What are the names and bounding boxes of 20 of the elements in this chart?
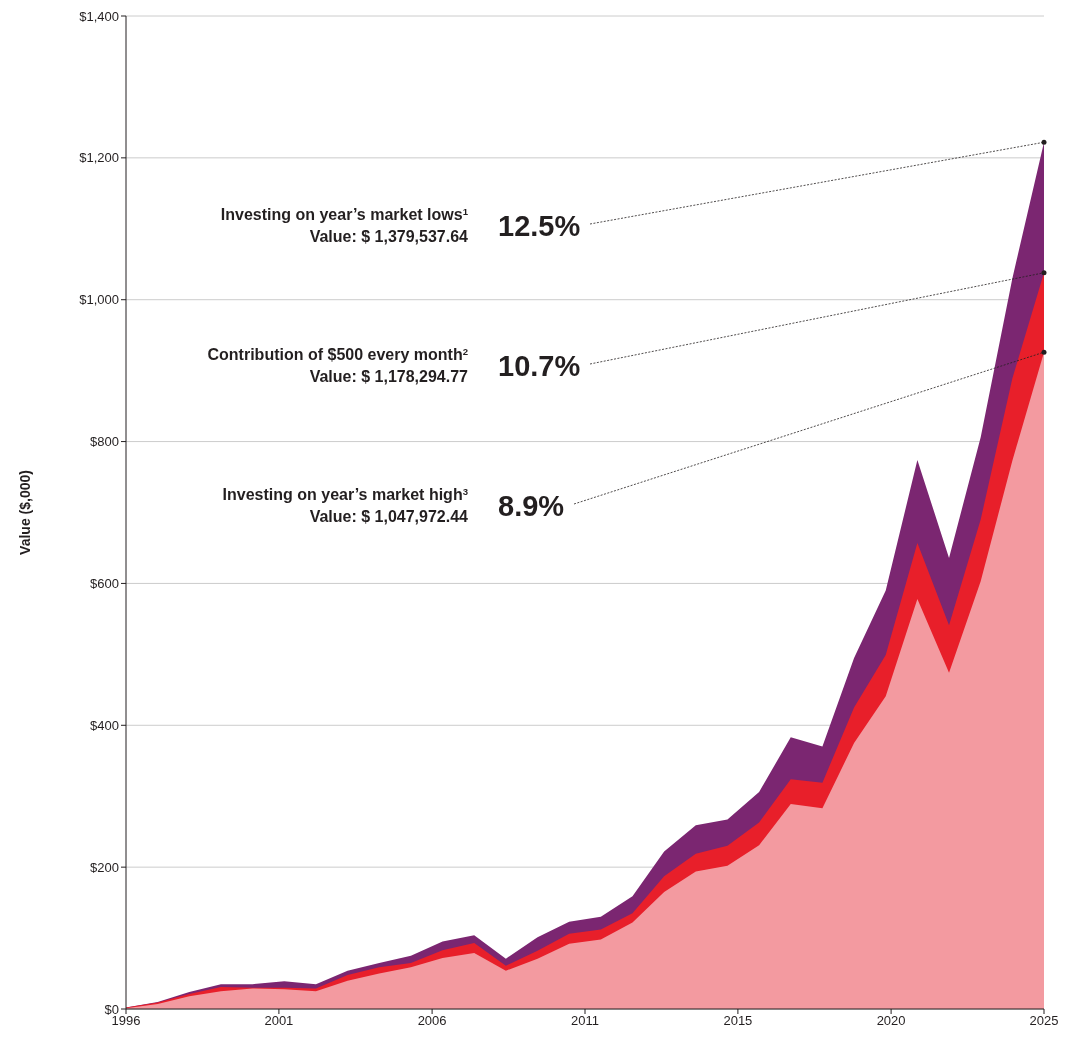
x-tick-label: 2006 [417,1013,447,1029]
x-tick-label: 2015 [723,1013,753,1029]
annotation: 10.7% [498,350,581,382]
y-axis-title: Value ($,000) [17,470,33,555]
y-tick-label: $1,400 [79,8,119,24]
x-tick-label: 2011 [571,1013,599,1029]
annotation: Investing on year’s market lows$^{1}$ Value: $ 1,379,537.64 [220,205,469,245]
y-tick-label: $800 [90,434,119,450]
annotation: Contribution of $500 every month$^{2}$ Value: $ 1,178,294.77 [207,345,469,385]
annotation: 8.9% [498,490,565,522]
y-tick-label: $1,000 [79,292,119,308]
y-tick-label: $600 [90,576,119,592]
x-tick-label: 2025 [1029,1013,1059,1029]
x-tick-label: 2001 [264,1013,294,1029]
annotation: 12.5% [498,210,581,242]
y-tick-label: $400 [90,717,119,733]
x-tick-label: 2020 [876,1013,906,1029]
annotation: Investing on year’s market high$^{3}$ Value: $ 1,047,972.44 [222,485,469,525]
y-tick-label: $1,200 [79,150,119,166]
y-tick-label: $200 [90,859,119,875]
